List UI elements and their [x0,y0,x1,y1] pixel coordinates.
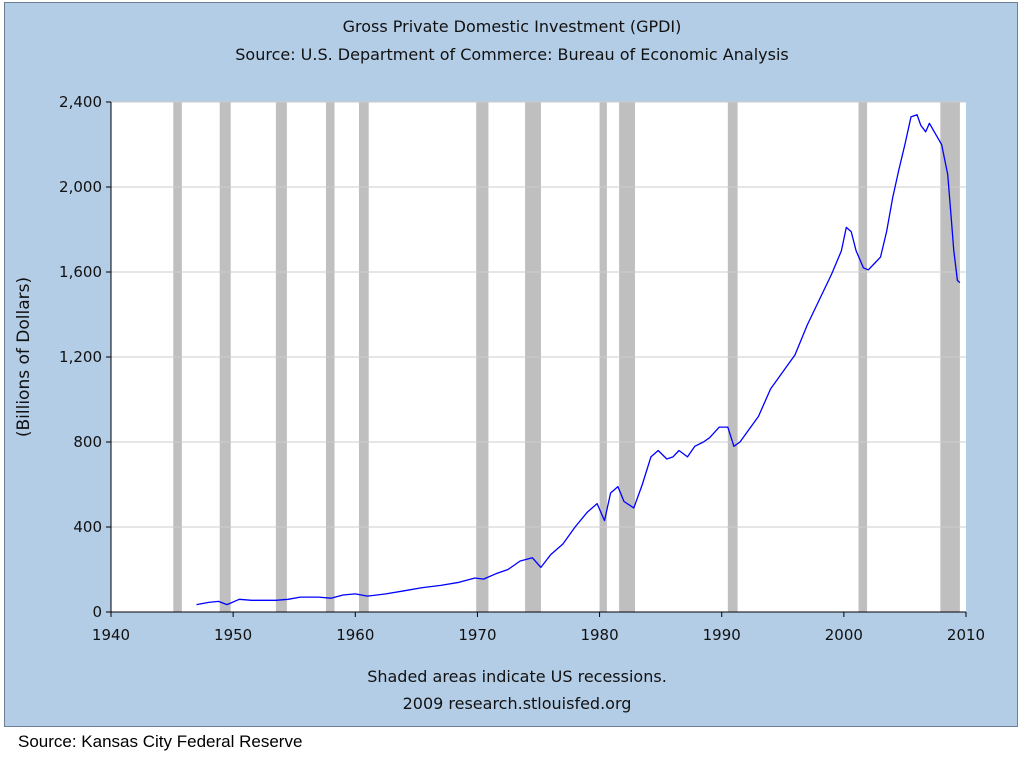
source-note: 2009 research.stlouisfed.org [403,694,632,713]
y-tick-label: 0 [92,603,102,621]
y-tick-label: 2,000 [59,178,102,196]
series-line [196,114,961,606]
y-tick-label: 400 [73,518,102,536]
y-tick-label: 2,400 [59,93,102,111]
x-tick-label: 2000 [825,626,863,644]
chart-subtitle: Source: U.S. Department of Commerce: Bur… [235,45,788,64]
tick-label-layer: 1940 1950 1960 1970 1980 1990 2000 2010 0 400 800 1… [59,93,985,644]
y-axis-label: (Billions of Dollars) [14,277,34,437]
x-tick-label: 1960 [336,626,374,644]
axes-layer [106,101,967,617]
x-tick-label: 1980 [580,626,618,644]
x-tick-label: 1990 [703,626,741,644]
y-tick-label: 1,200 [59,348,102,366]
series-layer [196,114,961,606]
source-caption: Source: Kansas City Federal Reserve [18,732,303,751]
chart-svg: Gross Private Domestic Investment (GPDI)… [14,17,985,713]
grid-layer [111,101,966,528]
y-tick-label: 1,600 [59,263,102,281]
x-tick-label: 1970 [458,626,496,644]
chart-frame: Gross Private Domestic Investment (GPDI)… [4,2,1018,727]
x-tick-label: 1940 [92,626,130,644]
recession-note: Shaded areas indicate US recessions. [367,667,667,686]
chart-title: Gross Private Domestic Investment (GPDI) [343,17,682,36]
x-tick-label: 2010 [947,626,985,644]
x-tick-label: 1950 [214,626,252,644]
y-tick-label: 800 [73,433,102,451]
